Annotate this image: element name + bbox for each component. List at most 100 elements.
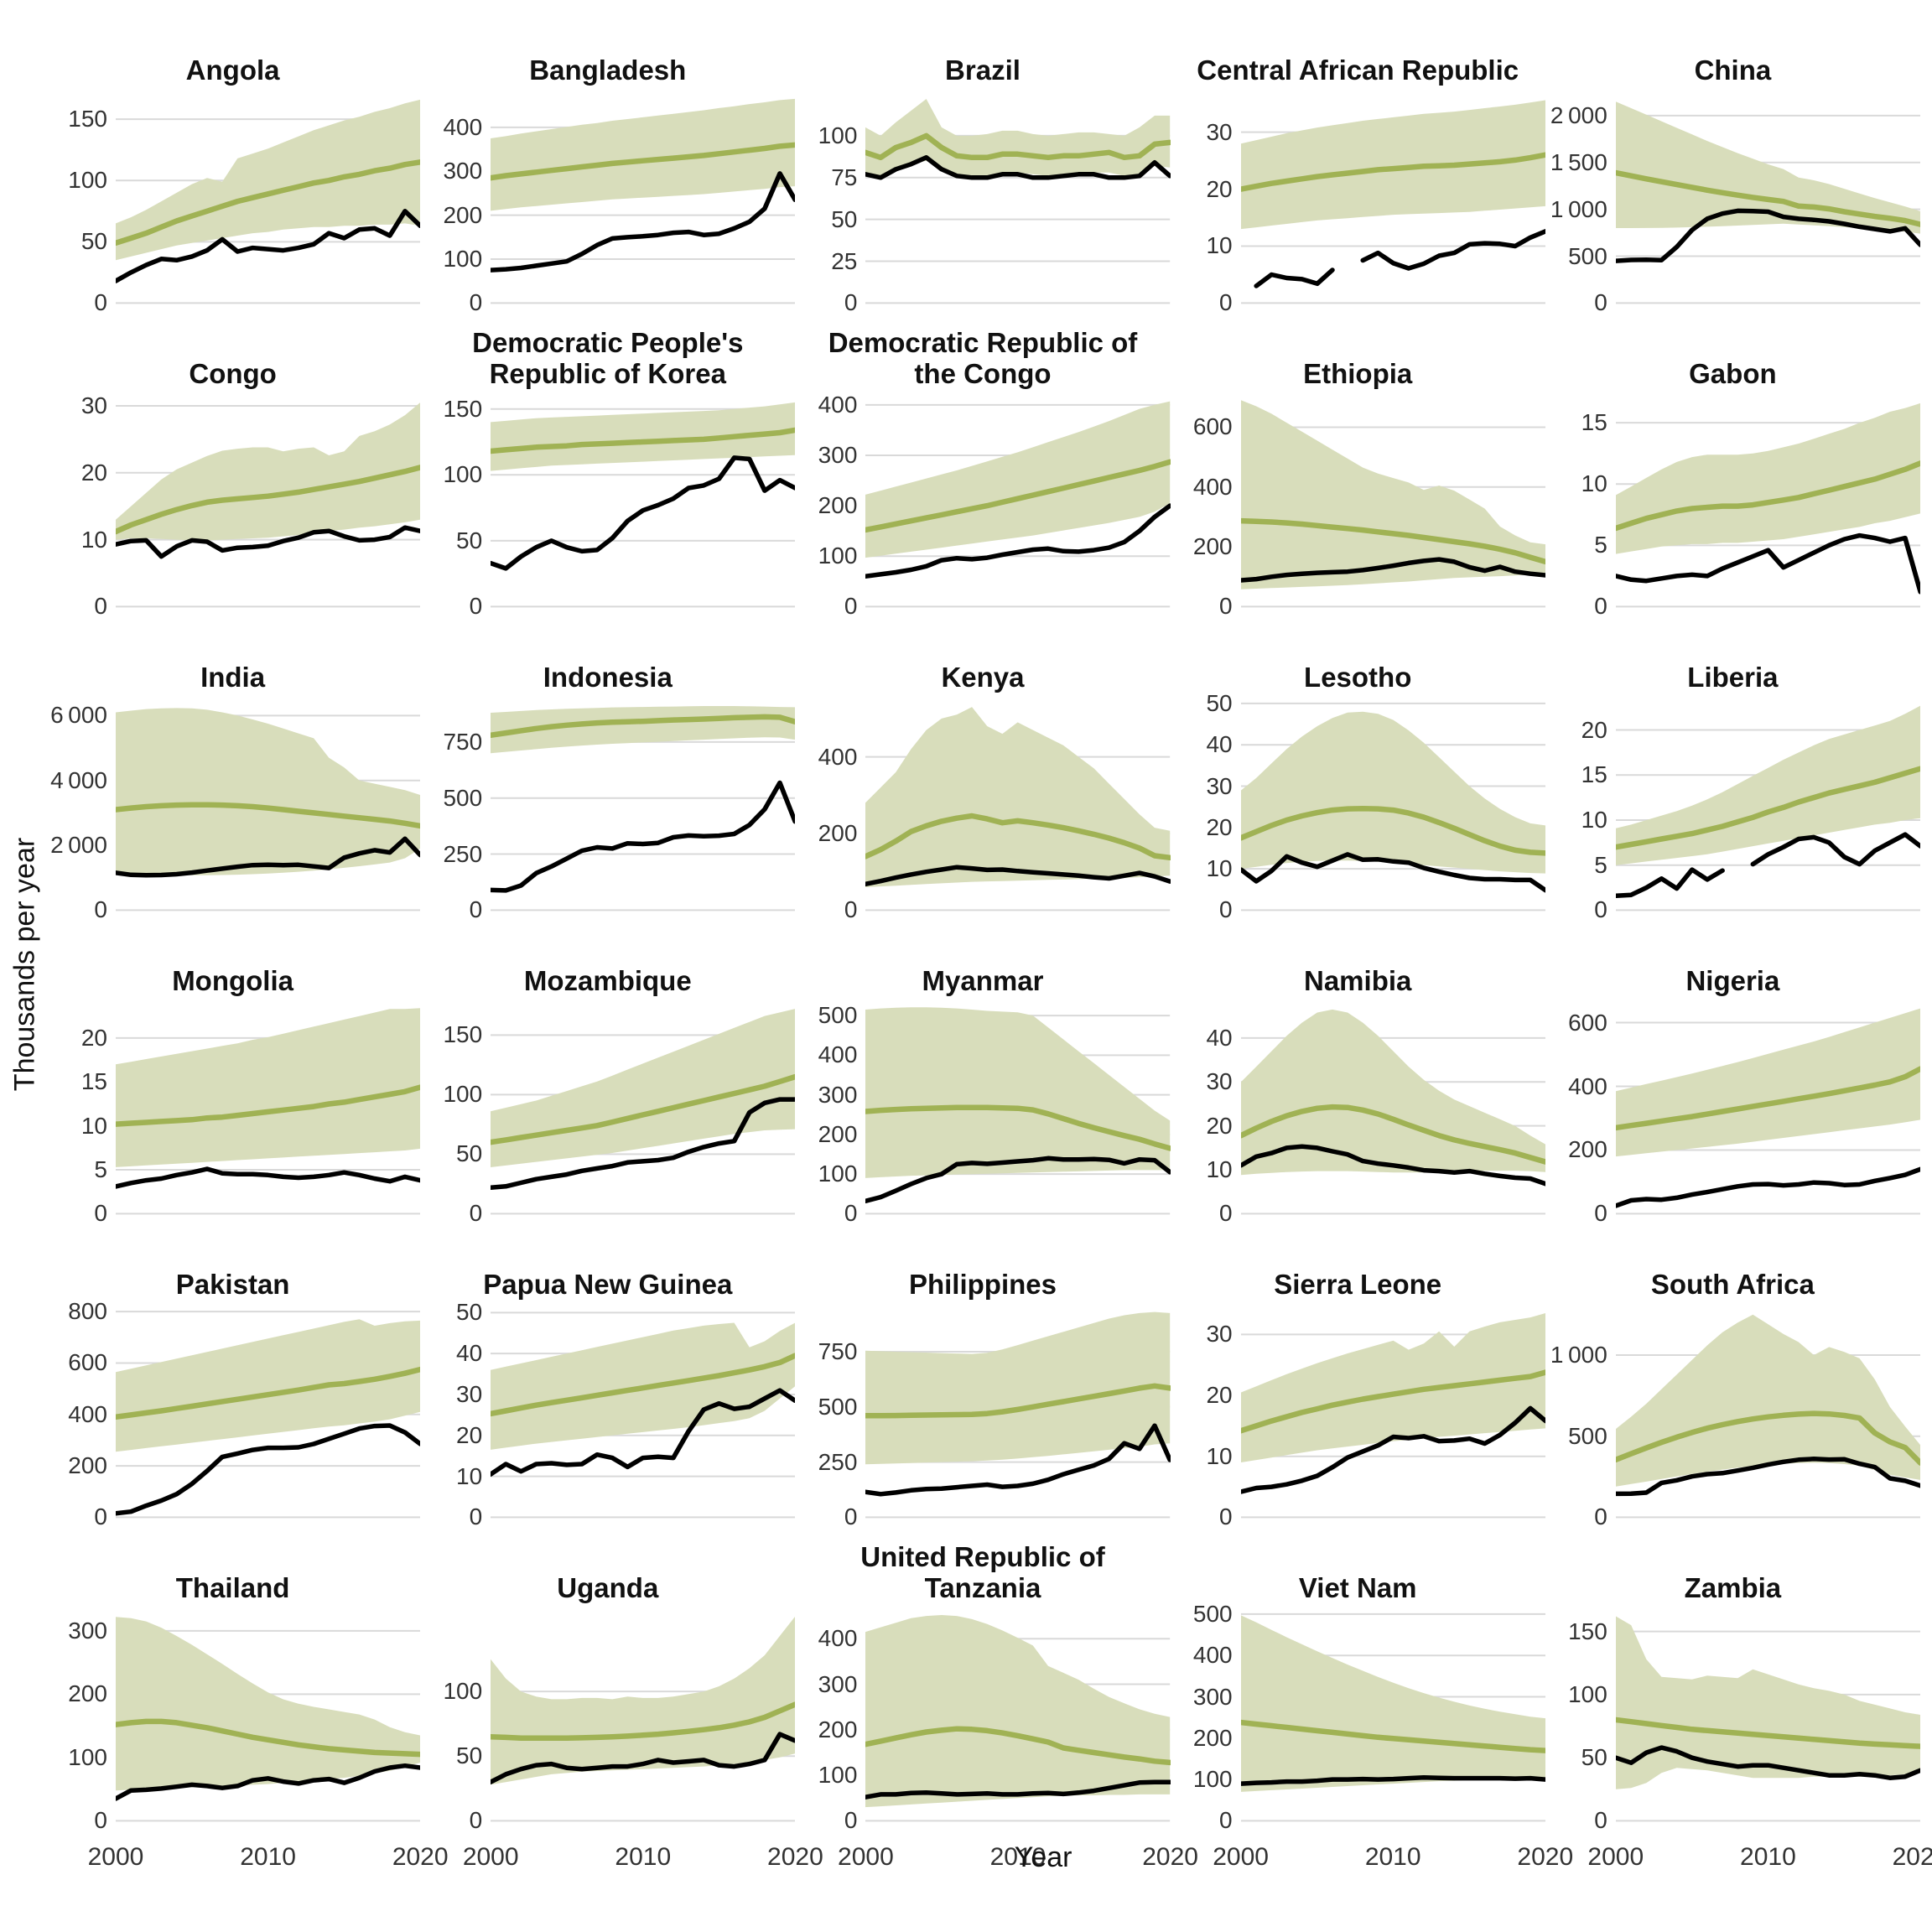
estimate-line (865, 459, 1171, 533)
y-tick-label: 20 (80, 459, 107, 486)
y-tick-label: 10 (80, 1112, 107, 1139)
facet-panel: Mozambique 0 50 100 150 (420, 932, 796, 1226)
facet-title: Bangladesh (529, 54, 687, 86)
y-tick-label: 0 (94, 1504, 107, 1530)
x-tick-label: 2000 (1213, 1843, 1269, 1871)
y-axis-ticks: 0 5 10 15 20 (45, 1003, 116, 1226)
facet-title: Sierra Leone (1274, 1268, 1442, 1300)
y-tick-label: 2 000 (50, 832, 107, 859)
confidence-band (1240, 1009, 1545, 1176)
y-tick-label: 0 (844, 289, 858, 316)
y-tick-label: 30 (456, 1380, 483, 1407)
plot-area (1615, 1008, 1920, 1215)
y-tick-label: 50 (1206, 689, 1233, 716)
y-tick-label: 500 (1568, 242, 1607, 269)
x-tick-label: 2020 (767, 1843, 823, 1871)
observed-line (1240, 1774, 1545, 1786)
x-tick-label: 2000 (87, 1843, 144, 1871)
y-tick-label: 0 (1219, 593, 1233, 620)
confidence-band (1615, 101, 1920, 234)
y-tick-label: 100 (443, 1678, 483, 1705)
y-tick-label: 100 (68, 167, 107, 194)
y-tick-label: 100 (1568, 1680, 1607, 1707)
y-tick-label: 30 (1206, 1321, 1233, 1348)
estimate-line (1240, 1719, 1545, 1753)
y-tick-label: 0 (844, 1200, 858, 1227)
y-tick-label: 50 (831, 205, 858, 232)
confidence-band (865, 707, 1171, 887)
y-axis-ticks: 0 200 400 600 (1171, 396, 1241, 620)
y-tick-label: 0 (1219, 1807, 1233, 1834)
estimate-line (1615, 1066, 1920, 1131)
y-tick-label: 100 (818, 122, 858, 148)
estimate-line (116, 1366, 421, 1420)
plot-area (1240, 1009, 1545, 1215)
plot-area (1615, 402, 1920, 608)
y-tick-label: 400 (1192, 1642, 1233, 1669)
facet-title: Liberia (1687, 661, 1779, 693)
x-tick-label: 2020 (392, 1843, 449, 1871)
y-tick-label: 0 (1219, 289, 1233, 316)
y-tick-label: 750 (443, 728, 483, 755)
y-tick-label: 400 (818, 743, 858, 770)
facet-panel: Mongolia 0 5 10 15 20 (45, 932, 421, 1226)
y-tick-label: 5 (94, 1156, 107, 1183)
y-tick-label: 150 (443, 1021, 483, 1048)
observed-line (865, 1423, 1171, 1497)
y-tick-label: 300 (443, 158, 483, 184)
y-axis-ticks: 0 100 200 300 400 (795, 1610, 865, 1834)
x-axis-ticks: 2000 2010 2020 (1213, 1831, 1573, 1875)
confidence-band (491, 402, 796, 471)
y-tick-label: 0 (469, 593, 483, 620)
estimate-line (1615, 1716, 1920, 1749)
plot-area (491, 402, 796, 608)
y-tick-label: 5 (1594, 532, 1607, 558)
y-tick-label: 0 (844, 1504, 858, 1530)
y-tick-label: 50 (456, 1140, 483, 1167)
facet-title: Kenya (941, 661, 1025, 693)
y-tick-label: 0 (844, 1807, 858, 1834)
plot-area (1615, 1314, 1920, 1519)
y-axis-ticks: 0 250 500 750 (420, 699, 491, 922)
y-tick-label: 100 (443, 1081, 483, 1108)
facet-panel: Indonesia 0 250 500 750 (420, 629, 796, 922)
x-axis-ticks: 2000 2010 2020 (1587, 1831, 1932, 1875)
observed-line (116, 836, 421, 878)
confidence-band (1240, 400, 1545, 589)
estimate-line (491, 1073, 796, 1145)
y-tick-label: 1 000 (1550, 1342, 1607, 1368)
y-tick-label: 10 (1206, 232, 1233, 259)
y-tick-label: 10 (1581, 806, 1607, 833)
estimate-line (1240, 152, 1545, 192)
facet-panel: Democratic Republic of the Congo 0 100 200 3… (795, 325, 1171, 619)
estimate-line (865, 132, 1171, 161)
plot-area (865, 1615, 1171, 1822)
y-tick-label: 2 000 (1550, 101, 1607, 128)
confidence-band (1615, 705, 1920, 865)
observed-line (491, 455, 796, 571)
estimate-line (491, 427, 796, 454)
y-tick-label: 5 (1594, 851, 1607, 878)
observed-line (1240, 1405, 1545, 1494)
y-tick-label: 0 (1219, 1504, 1233, 1530)
y-tick-label: 0 (94, 896, 107, 923)
y-tick-label: 600 (68, 1349, 107, 1376)
y-tick-label: 200 (818, 1120, 858, 1147)
y-tick-label: 0 (844, 896, 858, 923)
plot-area (491, 1311, 796, 1519)
y-tick-label: 50 (456, 1299, 483, 1326)
observed-line (1240, 852, 1545, 893)
facet-title: Thailand (175, 1571, 290, 1603)
y-tick-label: 200 (818, 1716, 858, 1742)
y-tick-label: 500 (818, 1002, 858, 1029)
y-tick-label: 50 (80, 228, 107, 255)
estimate-line (116, 1718, 421, 1758)
facet-title: Ethiopia (1303, 357, 1413, 389)
y-tick-label: 10 (1206, 1156, 1233, 1183)
y-tick-label: 50 (1581, 1744, 1607, 1771)
facet-title: Uganda (557, 1571, 659, 1603)
plot-area (1615, 1616, 1920, 1822)
y-tick-label: 800 (68, 1298, 107, 1325)
y-tick-label: 25 (831, 247, 858, 274)
